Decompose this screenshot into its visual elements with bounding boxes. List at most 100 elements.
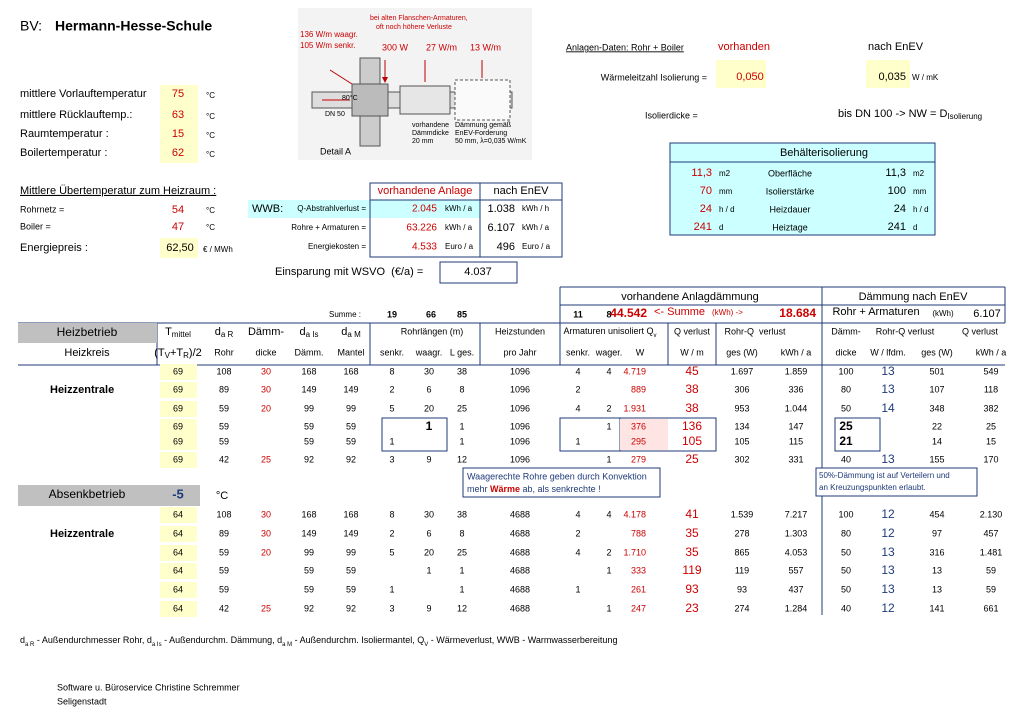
cell-text: 27 W/m <box>426 42 457 52</box>
cell-text: 66 <box>426 309 436 319</box>
cell: 14 <box>932 436 942 446</box>
cell: 59 <box>986 565 996 575</box>
cell: 953 <box>734 403 749 413</box>
cell-text: °C <box>216 490 228 502</box>
cell-text: °C <box>206 150 215 159</box>
cell-text: 4.533 <box>412 242 437 253</box>
cell: 2 <box>389 528 394 538</box>
cell: 59 <box>304 565 314 575</box>
cell-text: m2 <box>913 169 925 178</box>
cell: 788 <box>631 528 646 538</box>
column-header: Mantel <box>337 347 364 357</box>
column-header: da R <box>215 326 234 339</box>
cell-text: h / d <box>913 205 929 214</box>
cell-text: 70 <box>700 185 712 197</box>
cell-text: bei alten Flanschen-Armaturen, <box>370 15 468 22</box>
cell: 22 <box>932 421 942 431</box>
cell: 376 <box>631 421 646 431</box>
cell: 302 <box>734 454 749 464</box>
column-header: Q verlust <box>962 326 999 336</box>
cell-text: 300 W <box>382 42 409 52</box>
cell: 30 <box>424 509 434 519</box>
text-part: Wärme <box>490 484 520 494</box>
cell: 8 <box>389 509 394 519</box>
cell: 1 <box>606 421 611 431</box>
cell: 64 <box>173 584 183 594</box>
column-header: Heizstunden <box>495 326 545 336</box>
cell-text: mm <box>719 187 733 196</box>
text-part: Armaturen unisoliert Q <box>563 326 653 336</box>
cell: 8 <box>459 384 464 394</box>
cell-text: 85 <box>457 309 467 319</box>
cell: 69 <box>173 421 183 431</box>
cell: 25 <box>685 452 699 466</box>
cell: 1 <box>426 565 431 575</box>
cell-text: Einsparung mit WSVO (€/a) = <box>275 266 423 278</box>
cell-text: 47 <box>172 221 184 233</box>
cell-text: kWh / a <box>522 223 550 232</box>
yellow-cell <box>160 382 197 398</box>
cell: 2 <box>389 384 394 394</box>
cell: 155 <box>929 454 944 464</box>
cell-text: vorhanden <box>718 41 770 53</box>
cell-text: °C <box>206 91 215 100</box>
column-header: W / m <box>680 347 704 357</box>
cell: 168 <box>301 509 316 519</box>
cell-text: 241 <box>888 221 906 233</box>
cell: 12 <box>457 603 467 613</box>
cell: 38 <box>685 382 699 396</box>
cell: 100 <box>838 509 853 519</box>
cell: 92 <box>346 603 356 613</box>
cell: 336 <box>788 384 803 394</box>
cell-text: Summe : <box>329 310 361 319</box>
cell-text: 136 W/m waagr. <box>300 30 358 39</box>
cell: 149 <box>301 528 316 538</box>
cell: 333 <box>631 565 646 575</box>
cell: 274 <box>734 603 749 613</box>
text-part: a Is <box>152 642 162 648</box>
box-title: Behälterisolierung <box>780 147 868 159</box>
column-header: kWh / a <box>781 347 812 357</box>
footnote: da R - Außendurchmesser Rohr, da Is - Au… <box>20 635 617 647</box>
cell-text: Detail A <box>320 146 351 156</box>
cell: 1.044 <box>785 403 808 413</box>
cell: 14 <box>881 401 895 415</box>
column-header: Rohr-Q verlust <box>876 326 935 336</box>
cell: 45 <box>685 364 699 378</box>
cell-text: nach EnEV <box>868 41 924 53</box>
cell: 12 <box>881 507 895 521</box>
cell: 69 <box>173 384 183 394</box>
cell: 4.178 <box>623 509 646 519</box>
cell: 2 <box>606 547 611 557</box>
text-part: d <box>299 326 305 338</box>
cell-text: W / mK <box>912 73 939 82</box>
cell: 9 <box>426 603 431 613</box>
column-header: wager. <box>595 347 623 357</box>
cell: 69 <box>173 366 183 376</box>
cell-text: -5 <box>172 486 184 501</box>
cell: 59 <box>346 436 356 446</box>
cell: 50 <box>841 565 851 575</box>
cell: 41 <box>685 507 699 521</box>
cell: 1 <box>389 584 394 594</box>
cell-text: 496 <box>497 241 515 253</box>
text-part: - Außendurchm. Isoliermantel, Q <box>292 635 424 645</box>
cell: 4688 <box>510 565 530 575</box>
cell: 42 <box>219 603 229 613</box>
cell: 64 <box>173 528 183 538</box>
column-header: Dämm- <box>248 326 284 338</box>
cell-text: mm <box>913 187 927 196</box>
cell-text: an Kreuzungspunkten erlaubt. <box>819 483 926 492</box>
cell-text: d <box>719 223 723 232</box>
cell-text: Oberfläche <box>768 168 812 178</box>
text-part: )/2 <box>189 347 202 359</box>
cell-text: Anlagen-Daten: Rohr + Boiler <box>566 42 684 52</box>
cell: 118 <box>984 384 998 394</box>
cell: 1.697 <box>731 366 754 376</box>
column-header: waagr. <box>415 347 443 357</box>
column-header: Dämm. <box>295 347 324 357</box>
column-header: pro Jahr <box>503 347 536 357</box>
cell-text: Q-Abstrahlverlust = <box>297 204 366 213</box>
cell-text: 8 <box>606 309 611 319</box>
